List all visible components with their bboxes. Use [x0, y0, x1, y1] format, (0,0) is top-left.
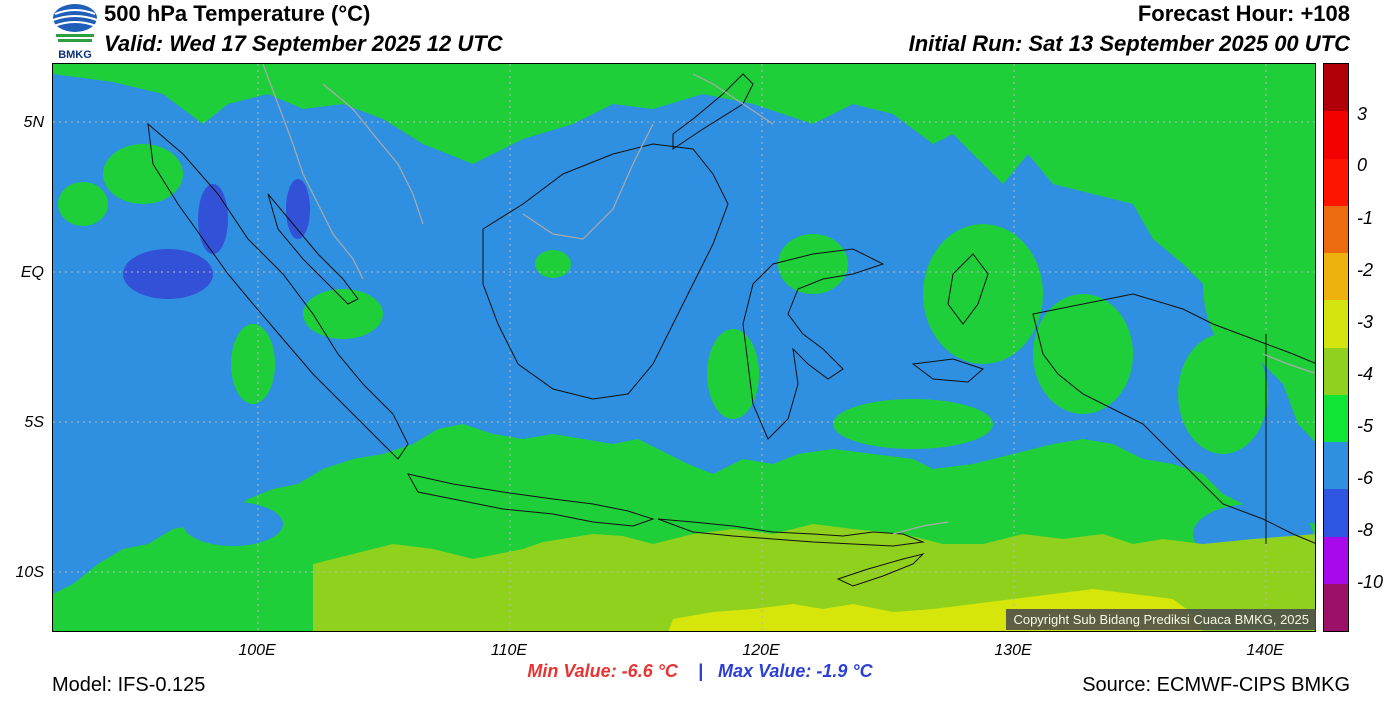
colorbar-segment	[1324, 158, 1348, 206]
colorbar-segment	[1324, 442, 1348, 490]
svg-text:BMKG: BMKG	[58, 49, 92, 60]
model-name: Model: IFS-0.125	[52, 674, 206, 696]
colorbar-segment	[1324, 536, 1348, 584]
initial-run: Initial Run: Sat 13 September 2025 00 UT…	[908, 31, 1350, 56]
colorbar-label: -5	[1357, 416, 1374, 436]
min-max-separator: |	[697, 661, 703, 681]
colorbar-segment	[1324, 64, 1348, 112]
copyright-note: Copyright Sub Bidang Prediksi Cuaca BMKG…	[1006, 609, 1316, 630]
colorbar	[1323, 63, 1349, 632]
bmkg-logo: BMKG	[50, 2, 100, 61]
field-patch	[231, 324, 275, 404]
coastlines	[147, 73, 1315, 587]
field-patch	[303, 289, 383, 339]
colorbar-label: 3	[1357, 104, 1368, 124]
colorbar-segment	[1324, 111, 1348, 159]
min-max-values: Min Value: -6.6 °C | Max Value: -1.9 °C	[0, 661, 1400, 682]
data-source: Source: ECMWF-CIPS BMKG	[1082, 674, 1350, 696]
lon-label-130e: 130E	[994, 642, 1032, 659]
colorbar-label: 0	[1357, 155, 1368, 175]
field-patch	[183, 502, 283, 546]
lat-label-5n: 5N	[23, 114, 44, 131]
min-value: Min Value: -6.6 °C	[527, 661, 678, 681]
lat-label-eq: EQ	[20, 264, 44, 281]
colorbar-label: -1	[1357, 208, 1374, 228]
colorbar-label: -3	[1357, 312, 1374, 332]
field-patch	[778, 234, 848, 294]
map-field	[53, 64, 1315, 631]
colorbar-segment	[1324, 394, 1348, 442]
field-patch	[833, 399, 993, 449]
bmkg-logo-icon: BMKG	[52, 4, 98, 61]
field-patch	[1178, 334, 1268, 454]
field-minus6-to-minus5	[53, 74, 1315, 594]
lon-label-100e: 100E	[238, 642, 276, 659]
max-value: Max Value: -1.9 °C	[718, 661, 873, 681]
colorbar-segment	[1324, 489, 1348, 537]
field-patch	[1203, 204, 1303, 364]
colorbar-label: -8	[1357, 520, 1374, 540]
colorbar-segment	[1324, 253, 1348, 301]
chart-title: 500 hPa Temperature (°C)	[104, 1, 371, 26]
field-patch	[707, 329, 759, 419]
colorbar-segment	[1324, 300, 1348, 348]
colorbar-label: -2	[1357, 260, 1374, 280]
field-patch	[535, 250, 571, 278]
temperature-map	[52, 63, 1316, 632]
lon-label-110e: 110E	[490, 642, 528, 659]
lon-label-140e: 140E	[1246, 642, 1284, 659]
field-patch	[1033, 294, 1133, 414]
valid-time: Valid: Wed 17 September 2025 12 UTC	[104, 31, 503, 56]
colorbar-segment	[1324, 205, 1348, 253]
field-patch	[923, 224, 1043, 364]
field-patch	[103, 144, 183, 204]
colorbar-label: -4	[1357, 364, 1374, 384]
lat-label-10s: 10S	[15, 564, 44, 581]
forecast-hour: Forecast Hour: +108	[1137, 1, 1350, 26]
colorbar-segment	[1324, 347, 1348, 395]
colorbar-label: -6	[1357, 468, 1374, 488]
field-patch	[58, 182, 108, 226]
colorbar-label: -10	[1357, 572, 1384, 592]
field-minus8-to-minus6	[198, 184, 228, 254]
lat-label-5s: 5S	[24, 414, 44, 431]
colorbar-segment	[1324, 583, 1348, 631]
country-borders	[262, 64, 1315, 535]
lon-label-120e: 120E	[742, 642, 780, 659]
field-minus8-to-minus6	[286, 179, 310, 239]
field-minus8-to-minus6	[123, 249, 213, 299]
